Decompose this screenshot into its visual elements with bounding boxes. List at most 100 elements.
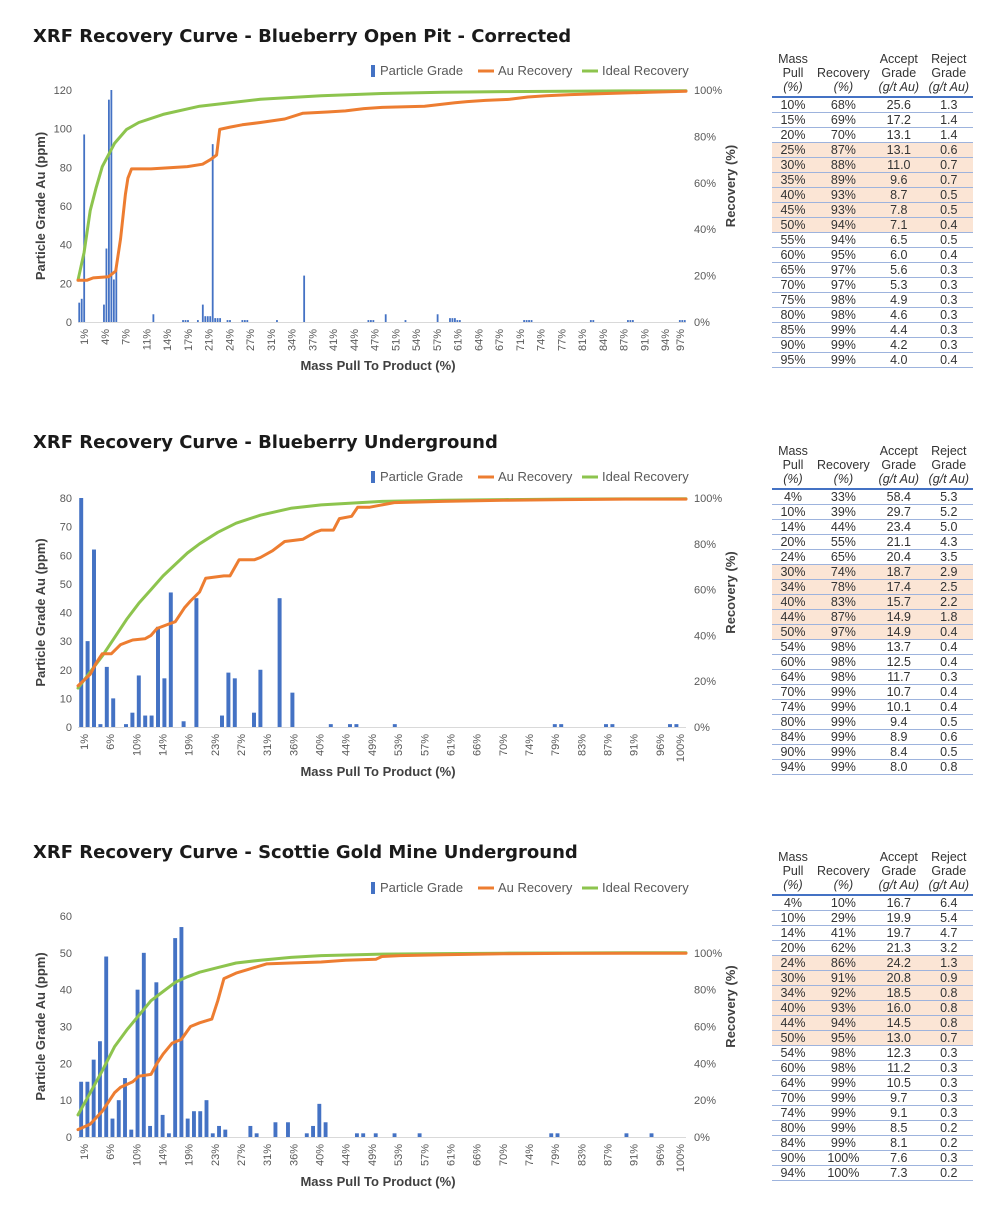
table-row: 95% 99% 4.0 0.4	[772, 352, 973, 368]
x-tick-label: 4%	[100, 329, 112, 345]
chart-title: XRF Recovery Curve - Blueberry Undergrou…	[33, 432, 498, 453]
table-cell: 54%	[772, 1045, 814, 1061]
table-cell: 9.1	[872, 1105, 925, 1121]
table-cell: 0.8	[924, 985, 973, 1001]
table-cell: 0.3	[924, 262, 973, 278]
table-row: 30% 74% 18.7 2.9	[772, 564, 973, 580]
particle-grade-bar	[451, 318, 454, 322]
y2-tick-label: 20%	[694, 1095, 716, 1107]
x-tick-label: 10%	[131, 1144, 143, 1166]
col-accept-grade-unit: (g/t Au)	[878, 472, 920, 486]
particle-grade-bar	[91, 1059, 96, 1137]
x-tick-label: 100%	[675, 734, 687, 762]
table-cell: 7.1	[872, 217, 925, 233]
table-row: 84% 99% 8.1 0.2	[772, 1135, 973, 1151]
table-cell: 1.3	[924, 955, 973, 971]
table-cell: 1.4	[924, 127, 973, 143]
table-cell: 0.6	[924, 729, 973, 745]
table-cell: 0.3	[924, 307, 973, 323]
table-cell: 60%	[772, 654, 814, 670]
table-cell: 80%	[772, 714, 814, 730]
x-tick-label: 6%	[105, 734, 117, 750]
table-cell: 70%	[772, 1090, 814, 1106]
col-recovery-title: Recovery	[817, 66, 870, 80]
chart-legend: Particle Grade Au Recovery Ideal Recovery	[371, 880, 689, 895]
particle-grade-bar	[354, 724, 359, 727]
x-tick-label: 23%	[210, 1144, 222, 1166]
particle-grade-bar	[166, 1133, 171, 1137]
table-cell: 90%	[772, 744, 814, 760]
table-row: 94% 99% 8.0 0.8	[772, 759, 973, 775]
table-row: 60% 98% 12.5 0.4	[772, 654, 973, 670]
col-mass-pull-title: Mass Pull	[778, 444, 808, 472]
table-cell: 3.2	[924, 940, 973, 956]
particle-grade-bar	[286, 1122, 290, 1137]
table-row: 54% 98% 13.7 0.4	[772, 639, 973, 655]
col-reject-grade-header: Reject Grade (g/t Au)	[924, 444, 973, 490]
table-cell: 18.5	[872, 985, 925, 1001]
table-cell: 99%	[814, 322, 873, 338]
chart-legend: Particle Grade Au Recovery Ideal Recovery	[371, 63, 689, 78]
table-cell: 0.4	[924, 247, 973, 263]
table-cell: 21.1	[872, 534, 925, 550]
table-row: 25% 87% 13.1 0.6	[772, 142, 973, 158]
table-cell: 0.3	[924, 1090, 973, 1106]
col-accept-grade-title: Accept Grade	[879, 850, 918, 878]
table-row: 74% 99% 9.1 0.3	[772, 1105, 973, 1121]
table-cell: 75%	[772, 292, 814, 308]
particle-grade-bar	[610, 724, 615, 727]
table-cell: 0.5	[924, 744, 973, 760]
table-row: 90% 100% 7.6 0.3	[772, 1150, 973, 1166]
table-cell: 69%	[814, 112, 873, 128]
legend-label-ideal-recovery: Ideal Recovery	[602, 880, 689, 895]
particle-grade-bar	[384, 314, 387, 322]
particle-grade-bar	[107, 99, 110, 323]
table-cell: 98%	[814, 1060, 873, 1076]
particle-grade-bar	[214, 318, 217, 322]
table-cell: 98%	[814, 292, 873, 308]
table-cell: 25%	[772, 142, 814, 158]
table-row: 55% 94% 6.5 0.5	[772, 232, 973, 248]
x-tick-label: 74%	[524, 1144, 536, 1166]
x-tick-label: 31%	[262, 734, 274, 756]
particle-grade-bar	[78, 302, 81, 322]
table-cell: 0.3	[924, 1045, 973, 1061]
x-axis-title: Mass Pull To Product (%)	[300, 764, 455, 779]
table-cell: 5.3	[872, 277, 925, 293]
table-cell: 20%	[772, 127, 814, 143]
table-cell: 0.5	[924, 187, 973, 203]
legend-swatch-particle-grade	[371, 882, 375, 894]
x-tick-label: 61%	[445, 734, 457, 756]
recovery-panel-blueberry-underground: XRF Recovery Curve - Blueberry Undergrou…	[0, 432, 1000, 792]
table-cell: 55%	[814, 534, 873, 550]
table-cell: 97%	[814, 277, 873, 293]
col-reject-grade-unit: (g/t Au)	[928, 472, 970, 486]
particle-grade-bar	[678, 320, 681, 322]
table-cell: 1.3	[924, 97, 973, 113]
table-row: 64% 98% 11.7 0.3	[772, 669, 973, 685]
col-mass-pull-title: Mass Pull	[778, 52, 808, 80]
particle-grade-bar	[162, 678, 167, 727]
table-row: 40% 93% 16.0 0.8	[772, 1000, 973, 1016]
particle-grade-bar	[211, 144, 214, 322]
table-cell: 2.5	[924, 579, 973, 595]
table-row: 75% 98% 4.9 0.3	[772, 292, 973, 308]
table-cell: 0.4	[924, 684, 973, 700]
table-cell: 4.6	[872, 307, 925, 323]
particle-grade-bar	[97, 1041, 102, 1137]
y-tick-label: 0	[66, 722, 72, 734]
col-mass-pull-unit: (%)	[783, 80, 803, 94]
table-cell: 0.5	[924, 714, 973, 730]
col-reject-grade-title: Reject Grade	[931, 444, 967, 472]
table-cell: 29.7	[872, 504, 925, 520]
x-tick-label: 91%	[629, 734, 641, 756]
x-tick-label: 57%	[432, 329, 444, 351]
table-cell: 1.4	[924, 112, 973, 128]
table-row: 84% 99% 8.9 0.6	[772, 729, 973, 745]
x-tick-label: 57%	[419, 1144, 431, 1166]
particle-grade-bar	[149, 715, 154, 727]
table-cell: 88%	[814, 157, 873, 173]
au-recovery-line	[76, 497, 688, 688]
y-tick-label: 20	[60, 1058, 72, 1070]
table-cell: 13.1	[872, 142, 925, 158]
